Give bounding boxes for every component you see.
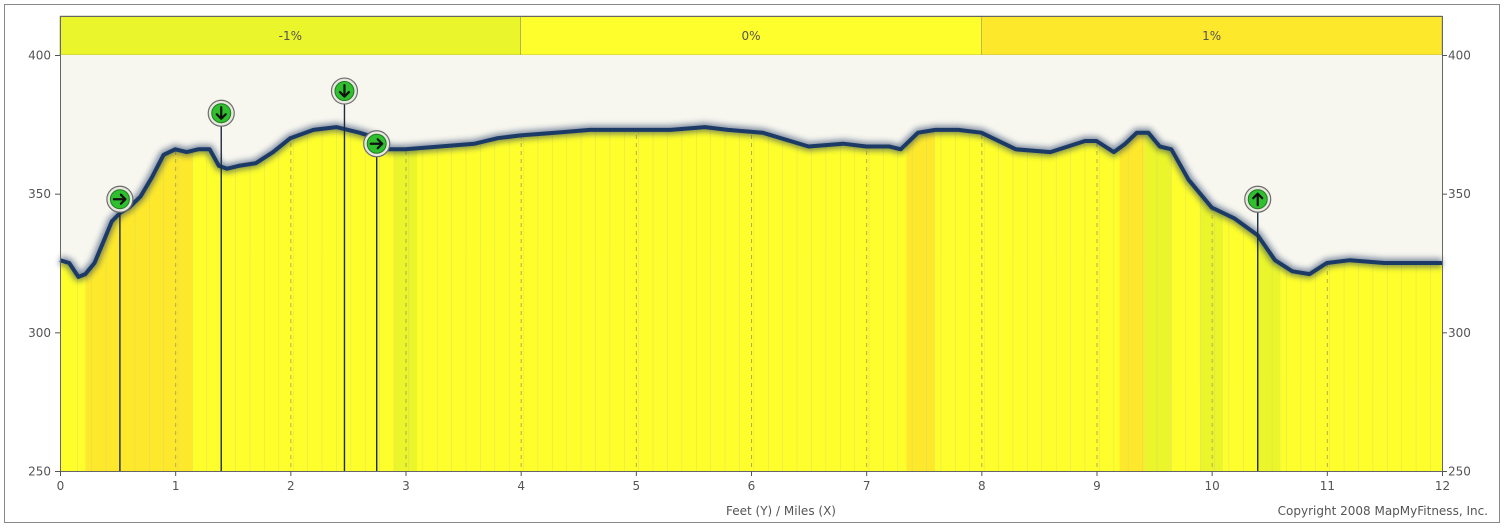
arrow-down-icon [215,106,227,120]
turn-marker-up [1244,185,1272,471]
legend-swatch [981,15,1443,56]
y-tick-label: 400 [1448,49,1471,63]
grade-band [1119,127,1145,471]
turn-marker-right [106,185,134,471]
y-axis-right: 250 300 350 400 [1442,49,1471,479]
x-tick-label: 5 [633,479,641,493]
x-tick-label: 2 [287,479,295,493]
turn-marker-down [207,99,235,471]
legend-label: 0% [741,29,760,43]
x-tick-label: 3 [402,479,410,493]
x-tick-label: 8 [978,479,986,493]
grade-band [393,127,418,471]
x-tick-label: 4 [517,479,525,493]
x-tick-label: 7 [863,479,871,493]
y-tick-label: 350 [1448,187,1471,201]
x-tick-label: 11 [1320,479,1335,493]
grade-legend: -1% 0% 1% [59,15,1443,56]
turn-marker-right [363,130,391,471]
y-tick-label: 400 [28,49,51,63]
copyright-text: Copyright 2008 MapMyFitness, Inc. [1278,504,1488,518]
y-tick-label: 300 [1448,326,1471,340]
arrow-right-icon [112,193,127,205]
x-tick-label: 10 [1205,479,1220,493]
legend-label: 1% [1202,29,1221,43]
grade-band [417,127,907,471]
y-tick-label: 250 [1448,465,1471,479]
x-tick-label: 9 [1093,479,1101,493]
grade-band [1144,127,1172,471]
turn-marker-down [330,77,359,471]
arrow-up-icon [1252,192,1264,207]
y-tick-label: 350 [28,187,51,201]
x-axis: 0 1 2 3 4 5 6 7 8 9 10 11 12 [57,471,1450,493]
y-tick-label: 300 [28,326,51,340]
y-axis-left: 250 300 350 400 [28,49,60,479]
x-tick-label: 1 [172,479,180,493]
arrow-down-icon [338,83,351,98]
x-tick-label: 12 [1435,479,1450,493]
arrow-right-icon [369,138,384,150]
grade-band [906,127,936,471]
x-tick-label: 0 [57,479,65,493]
y-tick-label: 250 [28,465,51,479]
turn-markers [106,77,1272,471]
x-tick-label: 6 [748,479,756,493]
x-axis-label: Feet (Y) / Miles (X) [726,504,836,518]
legend-swatch [59,15,521,56]
elevation-line [59,125,1442,279]
legend-label: -1% [279,29,302,43]
